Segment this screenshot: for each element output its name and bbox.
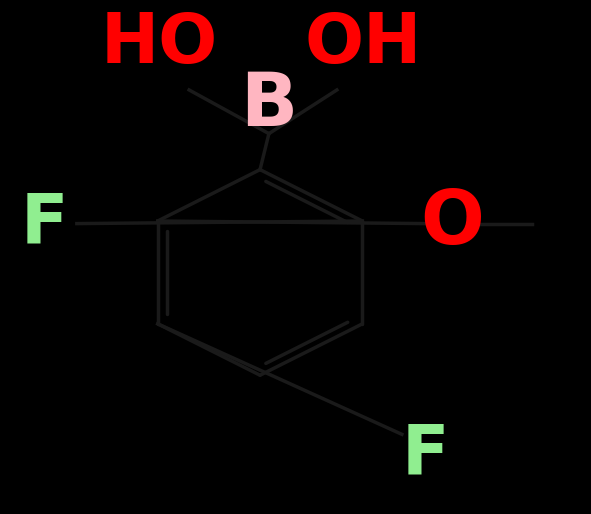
Text: F: F <box>402 421 449 488</box>
Text: OH: OH <box>305 10 422 77</box>
Text: B: B <box>241 69 297 142</box>
Text: O: O <box>420 187 484 260</box>
Text: HO: HO <box>101 10 218 77</box>
Text: F: F <box>21 190 68 257</box>
